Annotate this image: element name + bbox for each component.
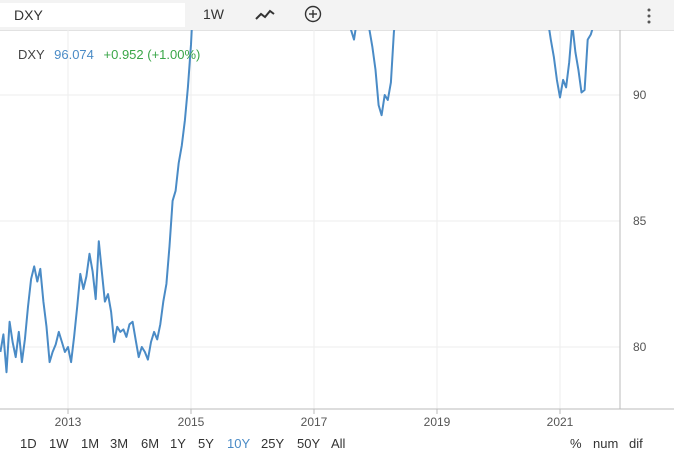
price-series-line xyxy=(0,30,594,374)
range-10y-button[interactable]: 10Y xyxy=(227,436,251,451)
legend-change: +0.952 (+1.00%) xyxy=(103,47,201,62)
range-3m-button[interactable]: 3M xyxy=(110,436,129,451)
range-1y-button[interactable]: 1Y xyxy=(170,436,186,451)
chart-legend: DXY 96.074 +0.952 (+1.00%) xyxy=(18,47,200,62)
price-chart[interactable]: 201320152017201920218085909510096.074 xyxy=(0,30,674,430)
y-tick-label: 90 xyxy=(633,88,647,102)
y-tick-label: 85 xyxy=(633,214,647,228)
x-tick-label: 2017 xyxy=(301,415,328,429)
range-5y-button[interactable]: 5Y xyxy=(198,436,214,451)
range-selector: 1D 1W 1M 3M 6M 1Y 5Y 10Y 25Y 50Y All% num dif xyxy=(0,436,674,456)
x-tick-label: 2019 xyxy=(424,415,451,429)
legend-symbol: DXY xyxy=(18,47,45,62)
range-6m-button[interactable]: 6M xyxy=(141,436,160,451)
mode-dif-button[interactable]: dif xyxy=(629,436,643,451)
x-tick-label: 2013 xyxy=(55,415,82,429)
range-all-button[interactable]: All xyxy=(331,436,346,451)
interval-button[interactable]: 1W xyxy=(203,6,224,22)
line-chart-icon[interactable] xyxy=(254,6,276,24)
plus-circle-icon[interactable] xyxy=(304,5,322,23)
x-tick-label: 2021 xyxy=(547,415,574,429)
y-tick-label: 80 xyxy=(633,340,647,354)
toolbar: 1W xyxy=(0,0,674,31)
range-1w-button[interactable]: 1W xyxy=(49,436,69,451)
mode-num-button[interactable]: num xyxy=(593,436,619,451)
legend-price: 96.074 xyxy=(54,47,94,62)
x-tick-label: 2015 xyxy=(178,415,205,429)
range-1m-button[interactable]: 1M xyxy=(81,436,100,451)
vertical-dots-icon[interactable] xyxy=(644,7,654,25)
symbol-input[interactable] xyxy=(0,3,185,27)
range-1d-button[interactable]: 1D xyxy=(20,436,37,451)
mode-percent-button[interactable]: % xyxy=(570,436,582,451)
range-25y-button[interactable]: 25Y xyxy=(261,436,285,451)
range-50y-button[interactable]: 50Y xyxy=(297,436,321,451)
